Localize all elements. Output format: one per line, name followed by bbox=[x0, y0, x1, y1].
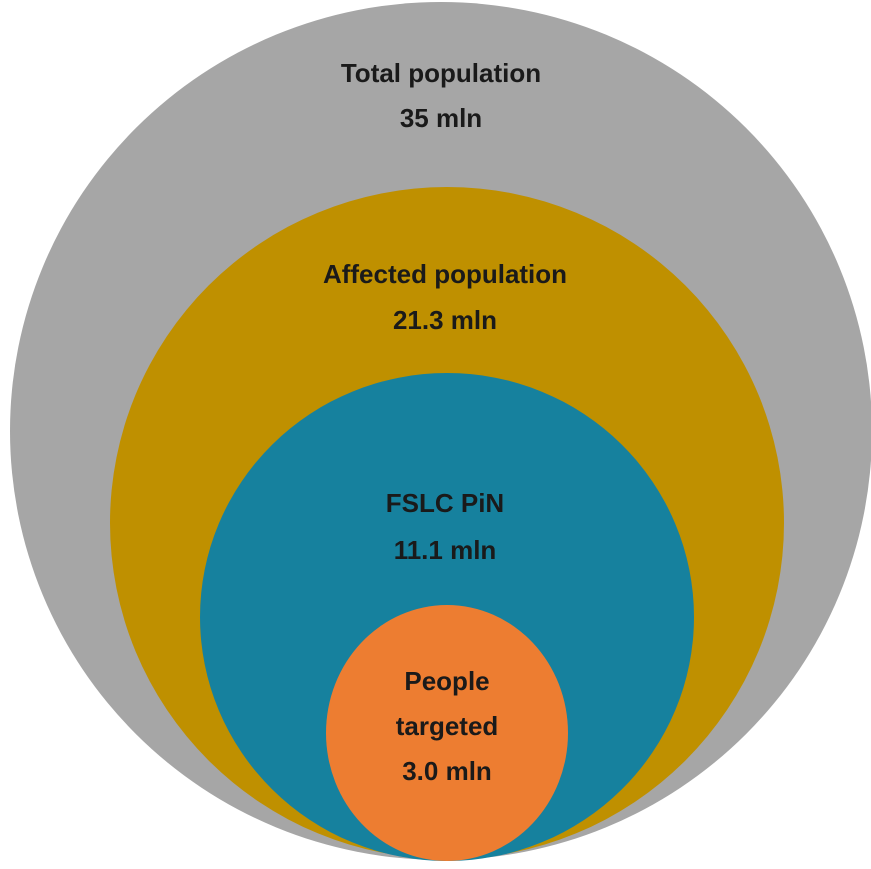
people-targeted-value: 3.0 mln bbox=[402, 756, 492, 786]
circle-people-targeted-group: People targeted 3.0 mln bbox=[326, 605, 568, 861]
total-population-label: Total population bbox=[341, 58, 541, 88]
total-population-value: 35 mln bbox=[400, 103, 482, 133]
affected-population-value: 21.3 mln bbox=[393, 305, 497, 335]
circle-people-targeted bbox=[326, 605, 568, 861]
fslc-pin-label: FSLC PiN bbox=[386, 488, 504, 518]
fslc-pin-value: 11.1 mln bbox=[394, 535, 497, 565]
people-targeted-label-line1: People bbox=[404, 666, 489, 696]
affected-population-label: Affected population bbox=[323, 259, 567, 289]
people-targeted-label-line2: targeted bbox=[396, 711, 499, 741]
